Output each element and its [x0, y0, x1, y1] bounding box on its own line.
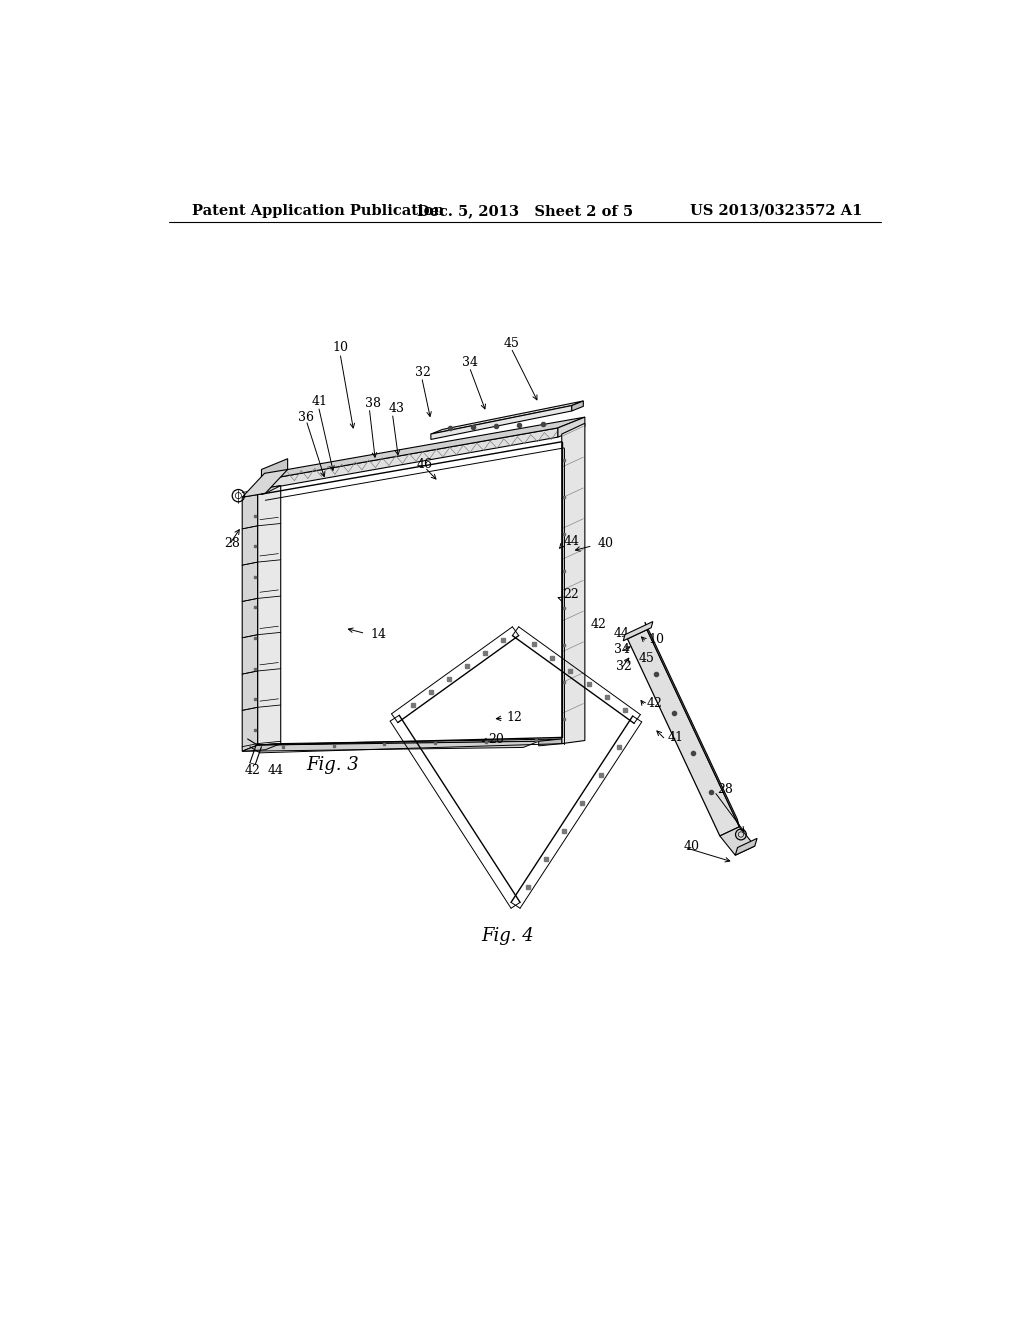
Text: 41: 41	[311, 395, 328, 408]
Polygon shape	[431, 405, 571, 440]
Text: 40: 40	[683, 840, 699, 853]
Text: 12: 12	[506, 711, 522, 723]
Text: US 2013/0323572 A1: US 2013/0323572 A1	[690, 203, 862, 218]
Text: 44: 44	[563, 536, 580, 548]
Polygon shape	[261, 459, 288, 480]
Polygon shape	[562, 424, 585, 743]
Text: 43: 43	[388, 403, 404, 416]
Text: 34: 34	[614, 643, 630, 656]
Text: 22: 22	[563, 589, 579, 602]
Text: 42: 42	[590, 618, 606, 631]
Text: 40: 40	[598, 537, 614, 550]
Text: Fig. 4: Fig. 4	[481, 927, 535, 945]
Text: 20: 20	[488, 733, 505, 746]
Polygon shape	[243, 486, 281, 498]
Polygon shape	[243, 743, 281, 751]
Polygon shape	[261, 417, 585, 480]
Text: 46: 46	[417, 458, 433, 471]
Polygon shape	[571, 401, 584, 411]
Text: 38: 38	[366, 397, 381, 409]
Text: 10: 10	[333, 341, 348, 354]
Text: 28: 28	[717, 783, 733, 796]
Text: 45: 45	[639, 652, 654, 665]
Text: 14: 14	[371, 628, 387, 640]
Polygon shape	[735, 838, 757, 855]
Polygon shape	[243, 490, 258, 751]
Text: Patent Application Publication: Patent Application Publication	[193, 203, 444, 218]
Text: 28: 28	[224, 537, 241, 550]
Text: 34: 34	[462, 356, 477, 370]
Polygon shape	[539, 739, 562, 746]
Polygon shape	[628, 630, 739, 836]
Text: 10: 10	[648, 634, 664, 647]
Polygon shape	[624, 622, 653, 640]
Text: 45: 45	[504, 337, 520, 350]
Text: 32: 32	[615, 660, 632, 673]
Text: 41: 41	[668, 731, 684, 744]
Text: 42: 42	[245, 764, 260, 777]
Polygon shape	[645, 622, 739, 826]
Polygon shape	[431, 401, 584, 434]
Polygon shape	[558, 417, 585, 437]
Polygon shape	[720, 826, 755, 855]
Text: Dec. 5, 2013   Sheet 2 of 5: Dec. 5, 2013 Sheet 2 of 5	[417, 203, 633, 218]
Text: Fig. 3: Fig. 3	[306, 756, 358, 774]
Polygon shape	[261, 428, 558, 490]
Text: 44: 44	[614, 627, 630, 640]
Polygon shape	[258, 739, 562, 744]
Text: 44: 44	[267, 764, 284, 777]
Text: 42: 42	[646, 697, 663, 710]
Polygon shape	[258, 486, 281, 744]
Text: 32: 32	[416, 366, 431, 379]
Text: 36: 36	[298, 411, 314, 424]
Polygon shape	[243, 470, 288, 498]
Polygon shape	[243, 742, 539, 751]
